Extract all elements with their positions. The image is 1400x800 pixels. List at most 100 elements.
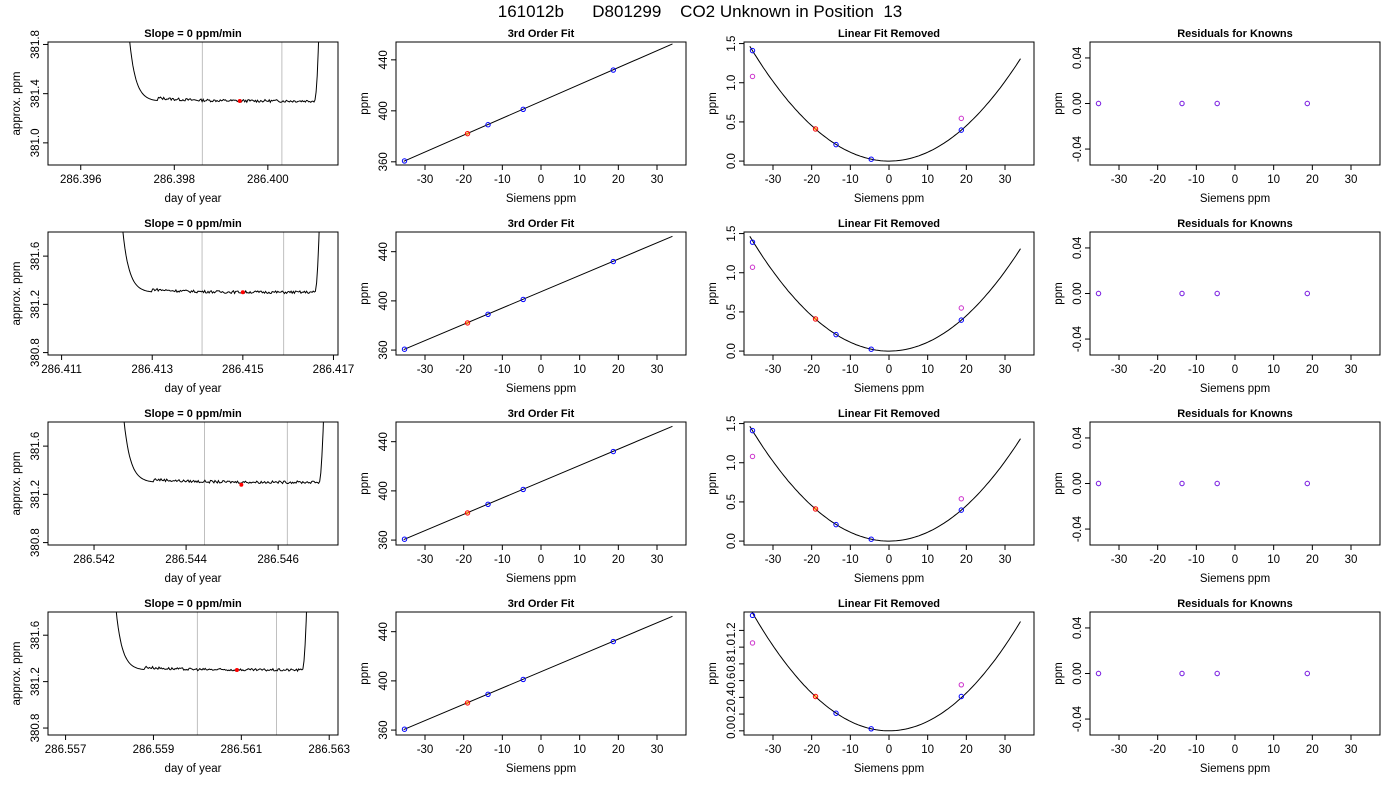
x-axis-label: day of year (165, 763, 222, 775)
x-tick-label: 20 (960, 364, 973, 376)
panel-title: Residuals for Knowns (1177, 598, 1293, 610)
panel-2-2: 3rd Order Fit -30 -20 -10 0 10 20 30 360 400 440 Si… (359, 218, 687, 395)
x-tick-label: -30 (1111, 744, 1128, 756)
unknown-sample-marker (237, 99, 242, 104)
y-axis-label: ppm (359, 92, 371, 114)
fit-line (403, 43, 673, 162)
y-tick-label: 1.5 (726, 226, 738, 242)
fit-curve (749, 236, 1021, 352)
y-tick-label: 1.0 (726, 639, 738, 655)
panel-title: Residuals for Knowns (1177, 28, 1293, 40)
y-tick-label: 1.0 (726, 75, 738, 91)
y-tick-label: 380.8 (30, 714, 42, 743)
x-tick-label: -20 (455, 554, 472, 566)
x-tick-label: -30 (417, 744, 434, 756)
x-tick-label: 10 (921, 744, 934, 756)
fit-curve (749, 46, 1021, 162)
y-tick-label: 0.5 (726, 494, 738, 510)
plot-frame (1089, 421, 1381, 546)
known-point (868, 726, 874, 732)
x-axis-label: Siemens ppm (506, 763, 576, 775)
known-point (958, 507, 965, 513)
panel-4-1: Residuals for Knowns -30 -20 -10 0 10 20 30 -0.0… (1053, 28, 1381, 205)
plot-frame (743, 41, 1035, 166)
x-tick-label: 20 (1306, 744, 1319, 756)
plot-frame (395, 231, 687, 356)
panel-3-3: Linear Fit Removed -30 -20 -10 0 10 20 30 0.0 0.5… (707, 408, 1035, 585)
x-axis-label: Siemens ppm (854, 193, 924, 205)
panel-title: Linear Fit Removed (838, 598, 940, 610)
plot-frame (395, 41, 687, 166)
plot-area (401, 615, 673, 732)
y-axis-label: ppm (707, 282, 719, 304)
plot-area (1095, 290, 1311, 297)
x-tick-label: 30 (999, 744, 1012, 756)
panel-title: 3rd Order Fit (508, 218, 575, 230)
known-point-overlay (1179, 480, 1185, 486)
plot-area (749, 612, 1021, 732)
known-point (485, 122, 491, 128)
x-tick-label: 0 (1232, 364, 1238, 376)
y-tick-label: 381.8 (30, 30, 42, 59)
panel-4-3: Residuals for Knowns -30 -20 -10 0 10 20 30 -0.0… (1053, 408, 1381, 585)
x-tick-label: -20 (803, 174, 820, 186)
y-tick-label: 400 (378, 291, 390, 310)
x-tick-label: 286.561 (221, 744, 263, 756)
x-tick-label: 286.557 (45, 744, 87, 756)
plot-frame (47, 421, 339, 546)
x-tick-label: -30 (417, 174, 434, 186)
page-title: 161012b D801299 CO2 Unknown in Position … (497, 2, 903, 21)
x-tick-label: 0 (886, 744, 892, 756)
y-tick-label: 1.0 (726, 265, 738, 281)
x-tick-label: -20 (1149, 744, 1166, 756)
plot-area (1095, 100, 1311, 107)
fit-line (403, 235, 673, 351)
panel-title: Slope = 0 ppm/min (144, 28, 242, 40)
panel-title: Slope = 0 ppm/min (144, 408, 242, 420)
y-tick-label: 0.0 (726, 533, 738, 549)
x-tick-label: -10 (1188, 554, 1205, 566)
x-axis-label: day of year (165, 193, 222, 205)
y-tick-label: 381.2 (30, 480, 42, 509)
x-axis-label: Siemens ppm (1200, 383, 1270, 395)
known-point-overlay (1304, 670, 1310, 676)
x-tick-label: 20 (1306, 364, 1319, 376)
panel-title: Linear Fit Removed (838, 218, 940, 230)
y-axis-label: ppm (1053, 282, 1065, 304)
plot-area (123, 422, 324, 545)
x-tick-label: 0 (538, 174, 544, 186)
y-tick-label: 0.00 (1072, 92, 1084, 114)
plot-frame (1089, 41, 1381, 166)
unknown-point-fill (814, 695, 817, 698)
y-axis-label: approx. ppm (11, 642, 23, 706)
x-tick-label: -30 (765, 174, 782, 186)
x-tick-label: 30 (1345, 364, 1358, 376)
known-point (485, 311, 491, 317)
x-tick-label: -20 (1149, 174, 1166, 186)
x-tick-label: 20 (612, 744, 625, 756)
panel-title: 3rd Order Fit (508, 28, 575, 40)
panel-2-1: 3rd Order Fit -30 -20 -10 0 10 20 30 360 400 440 Si… (359, 28, 687, 205)
known-point (749, 612, 756, 619)
x-tick-label: -20 (803, 744, 820, 756)
plot-frame (1089, 231, 1381, 356)
y-tick-label: 360 (378, 340, 390, 359)
panel-title: Slope = 0 ppm/min (144, 598, 242, 610)
x-tick-label: 286.542 (73, 554, 115, 566)
y-tick-label: 0.04 (1072, 426, 1084, 449)
plot-area (122, 232, 320, 355)
y-tick-label: 381.4 (30, 79, 42, 108)
x-tick-label: -30 (1111, 554, 1128, 566)
alternate-point (958, 682, 965, 688)
x-tick-label: 0 (538, 744, 544, 756)
y-tick-label: 440 (378, 50, 390, 69)
plot-frame (395, 611, 687, 736)
time-series-line (122, 232, 320, 295)
x-axis-label: Siemens ppm (854, 763, 924, 775)
x-tick-label: -30 (1111, 174, 1128, 186)
x-tick-label: -10 (494, 744, 511, 756)
x-tick-label: 20 (1306, 554, 1319, 566)
plot-area (749, 236, 1021, 352)
x-tick-label: 0 (886, 174, 892, 186)
plot-area (129, 42, 320, 165)
